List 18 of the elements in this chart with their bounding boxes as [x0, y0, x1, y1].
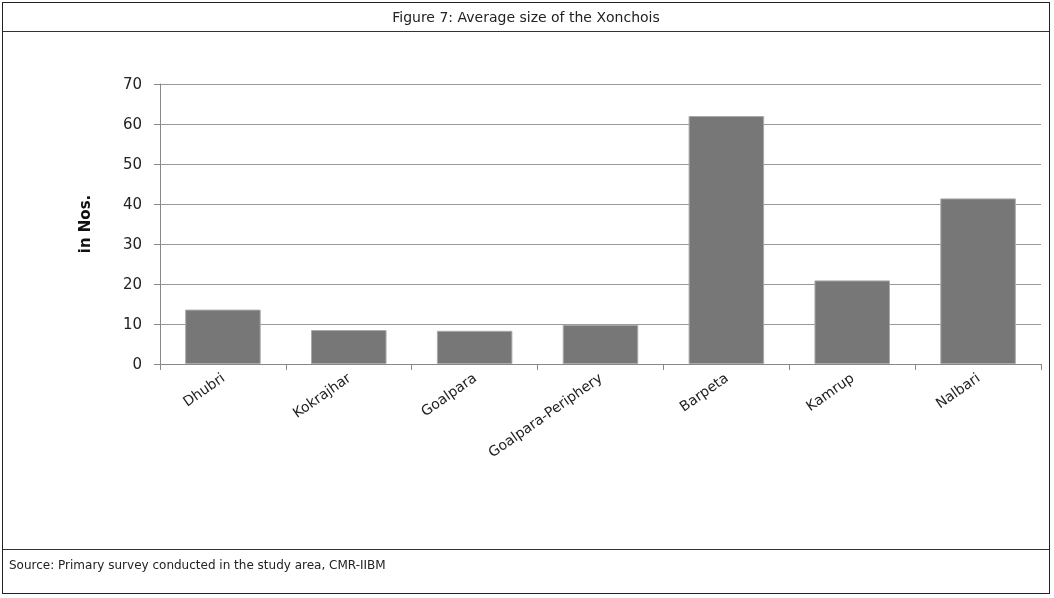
- bar: [311, 330, 387, 364]
- bar: [436, 330, 513, 364]
- y-tick-label: 0: [132, 355, 142, 373]
- bar: [940, 198, 1016, 364]
- y-tick-label: 20: [122, 275, 142, 293]
- y-tick-label: 50: [122, 155, 142, 173]
- y-tick-label: 30: [122, 235, 142, 253]
- bar: [814, 280, 890, 364]
- y-tick-label: 60: [122, 115, 142, 133]
- bar: [562, 324, 639, 364]
- source-note: Source: Primary survey conducted in the study area, CMR-IIBM: [3, 549, 1049, 593]
- bar: [185, 309, 261, 364]
- y-tick-label: 70: [122, 75, 142, 93]
- chart-title: Figure 7: Average size of the Xonchois: [3, 3, 1049, 32]
- y-tick-label: 40: [122, 195, 142, 213]
- bar: [688, 116, 765, 364]
- y-tick-label: 10: [122, 315, 142, 333]
- y-axis-title: in Nos.: [75, 194, 94, 254]
